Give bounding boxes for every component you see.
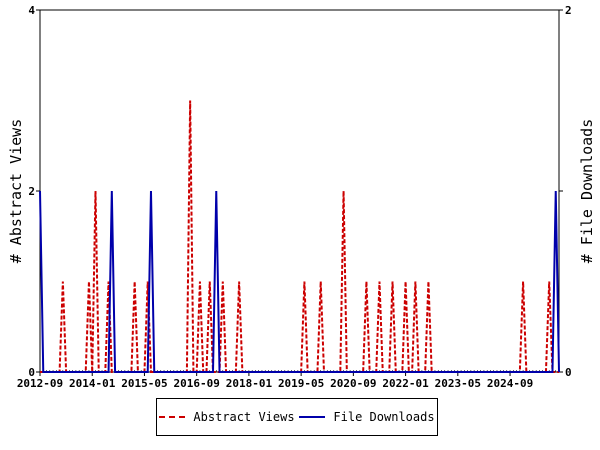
legend: Abstract Views File Downloads [156,398,438,436]
x-tick-label: 2022-01 [382,377,429,390]
x-tick-label: 2016-09 [173,377,219,390]
plot-area [39,9,560,373]
left-axis-title: # Abstract Views [7,119,25,264]
legend-label-downloads: File Downloads [333,410,435,424]
legend-swatch-views [159,416,186,418]
right-tick-label: 0 [565,366,572,379]
x-tick-label: 2024-09 [487,377,533,390]
x-tick-label: 2012-09 [17,377,63,390]
x-tick-label: 2014-01 [69,377,116,390]
left-tick-label: 0 [28,366,35,379]
x-tick-label: 2020-09 [330,377,376,390]
legend-item-downloads: File Downloads [299,410,435,424]
x-tick-label: 2018-01 [226,377,273,390]
left-tick-label: 4 [28,4,35,17]
left-tick-label: 2 [28,185,35,198]
right-tick-label: 2 [565,4,572,17]
legend-label-views: Abstract Views [193,410,295,424]
x-tick-label: 2019-05 [278,377,324,390]
legend-swatch-downloads [299,416,326,418]
x-tick-label: 2023-05 [435,377,481,390]
series-line-file-downloads [39,190,560,373]
x-tick-label: 2015-05 [121,377,167,390]
legend-item-views: Abstract Views [159,410,295,424]
right-axis-title: # File Downloads [578,119,596,264]
